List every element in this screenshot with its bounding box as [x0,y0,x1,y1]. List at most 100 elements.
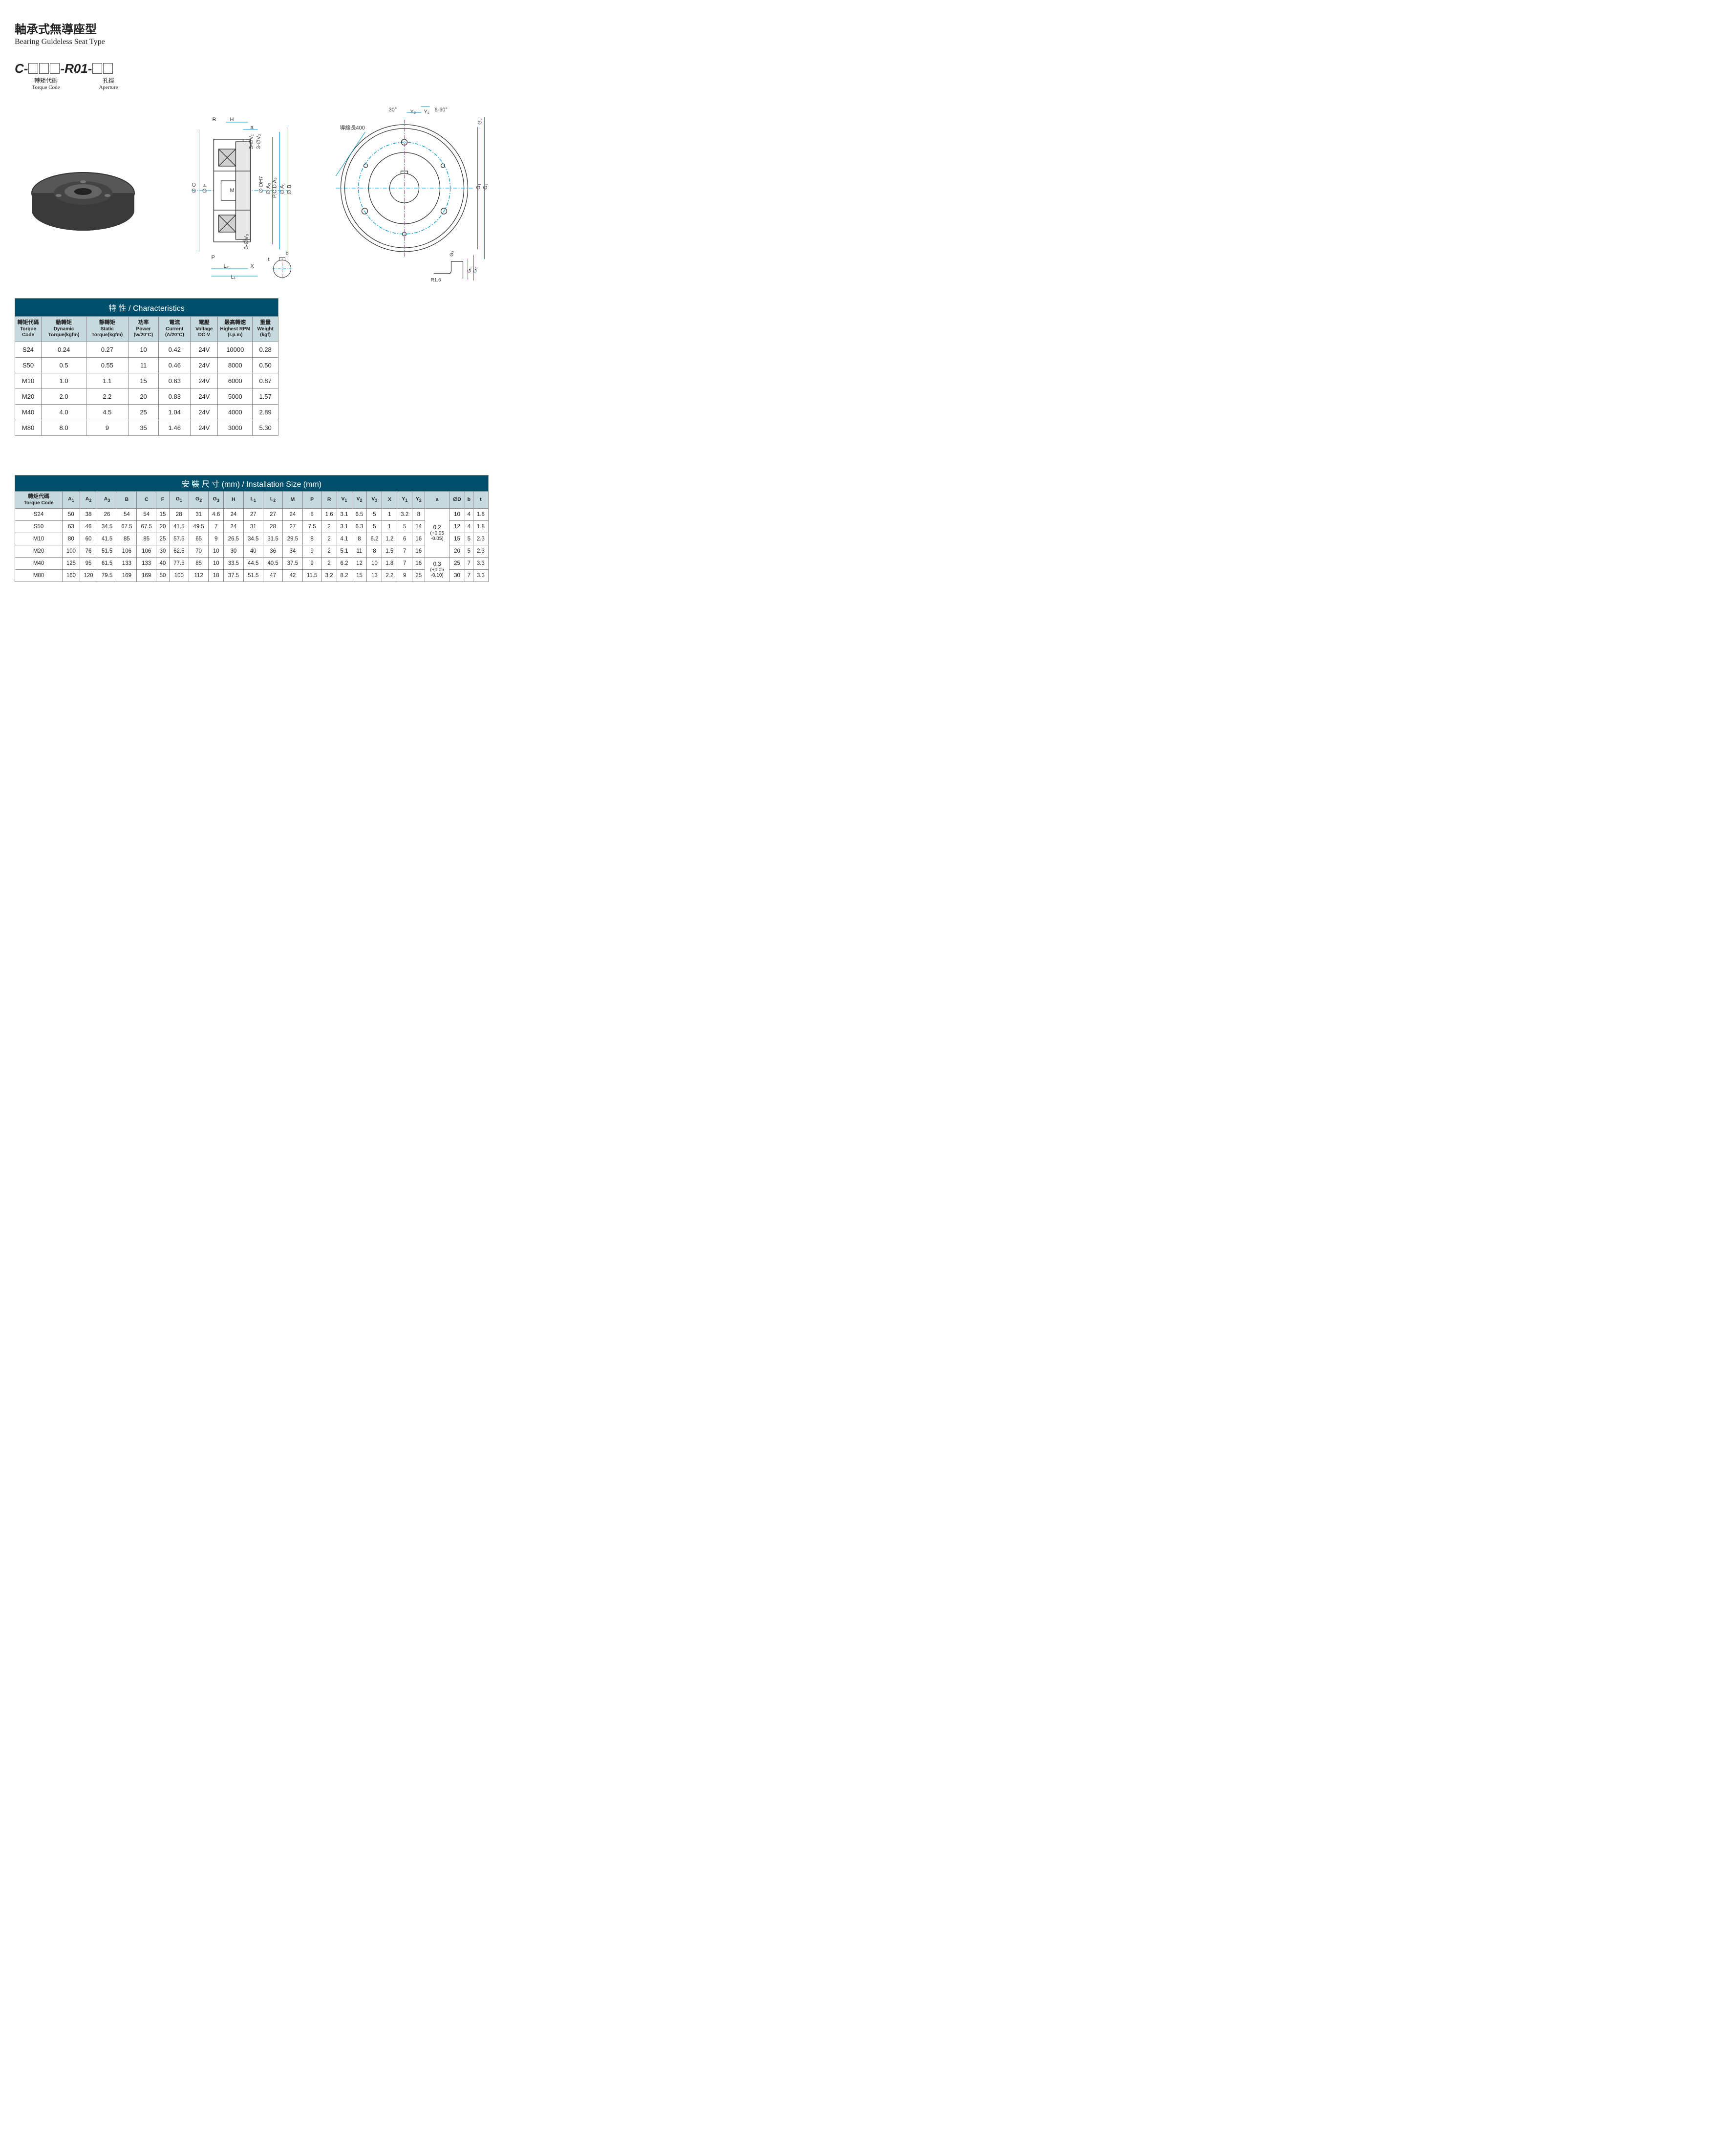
svg-text:R1.6: R1.6 [431,278,442,283]
inst-header: C [137,491,156,508]
char-cell: M10 [15,373,42,388]
inst-cell: 42 [283,570,302,582]
inst-cell: 9 [302,558,321,570]
char-cell: 24V [191,357,218,373]
inst-cell: 85 [117,533,136,545]
inst-cell: 1.2 [382,533,397,545]
inst-header: G3 [209,491,224,508]
inst-cell: 85 [137,533,156,545]
inst-cell: 28 [169,509,189,521]
svg-text:3-∅V₃: 3-∅V₃ [244,234,250,249]
inst-cell: 27 [243,509,263,521]
figure-row: RH a ∅ C ∅ F M ∅ DH7 ∅ A₃ P.C.D A₂ ∅ A₁ … [15,103,489,283]
inst-cell: 10 [209,558,224,570]
inst-cell: 120 [80,570,97,582]
inst-cell: 51.5 [97,545,117,558]
inst-cell: 6.3 [352,521,367,533]
char-cell: 5.30 [253,420,278,435]
svg-text:∅ C: ∅ C [192,183,197,193]
inst-cell: 50 [156,570,169,582]
char-cell: 1.46 [159,420,191,435]
char-cell: 15 [128,373,159,388]
char-cell: M80 [15,420,42,435]
char-header: 靜轉矩Static Torque(kgfm) [86,317,128,342]
inst-cell: 20 [156,521,169,533]
svg-text:Y₁: Y₁ [424,109,429,115]
inst-cell: 160 [63,570,80,582]
inst-cell: 62.5 [169,545,189,558]
inst-cell: S24 [15,509,63,521]
inst-cell: 6.2 [367,533,382,545]
inst-cell: 7 [397,558,412,570]
inst-cell: 18 [209,570,224,582]
char-cell: M40 [15,404,42,420]
char-cell: 0.87 [253,373,278,388]
char-cell: 0.50 [253,357,278,373]
inst-cell: 36 [263,545,282,558]
torque-boxes [28,61,60,74]
inst-cell: 24 [224,521,243,533]
inst-cell: 46 [80,521,97,533]
inst-cell: 41.5 [97,533,117,545]
svg-text:P: P [212,255,215,260]
inst-header: A1 [63,491,80,508]
svg-text:3-∅V₂: 3-∅V₂ [256,134,262,149]
inst-cell: 31.5 [263,533,282,545]
inst-cell: 5 [367,509,382,521]
product-photo [15,139,151,247]
svg-text:L₂: L₂ [224,263,229,269]
inst-cell: 11.5 [302,570,321,582]
char-cell: 24V [191,404,218,420]
inst-cell: 1.8 [473,509,488,521]
inst-cell: 4.6 [209,509,224,521]
inst-cell: 2 [321,545,337,558]
char-cell: 1.04 [159,404,191,420]
inst-cell: 54 [117,509,136,521]
inst-cell: 2 [321,521,337,533]
inst-cell: 3.3 [473,558,488,570]
inst-cell: 3.2 [321,570,337,582]
inst-cell: 100 [169,570,189,582]
char-cell: 0.28 [253,342,278,357]
inst-cell: 133 [137,558,156,570]
char-cell: 8000 [218,357,253,373]
inst-cell: 27 [263,509,282,521]
inst-cell: 40 [243,545,263,558]
svg-text:b: b [286,251,289,257]
inst-header: B [117,491,136,508]
inst-cell: 41.5 [169,521,189,533]
char-header: 電流Current (A/20°C) [159,317,191,342]
svg-text:G₂: G₂ [473,267,478,273]
inst-cell: 95 [80,558,97,570]
inst-cell: 26.5 [224,533,243,545]
inst-header: M [283,491,302,508]
char-cell: S24 [15,342,42,357]
inst-cell: 1 [382,509,397,521]
inst-cell: 15 [156,509,169,521]
inst-cell: 9 [302,545,321,558]
inst-cell: 51.5 [243,570,263,582]
inst-header: G2 [189,491,208,508]
inst-cell: 44.5 [243,558,263,570]
aperture-label-cn: 孔徑 [103,76,114,85]
char-cell: 5000 [218,388,253,404]
char-cell: 24V [191,342,218,357]
inst-cell: 50 [63,509,80,521]
inst-cell: 47 [263,570,282,582]
inst-cell: 5.1 [337,545,352,558]
inst-cell: 106 [117,545,136,558]
inst-cell: 10 [209,545,224,558]
svg-text:G₃: G₃ [449,251,455,257]
inst-cell: 5 [367,521,382,533]
char-cell: 0.83 [159,388,191,404]
inst-cell: 2.3 [473,545,488,558]
svg-text:Y₂: Y₂ [410,109,416,115]
inst-cell: M10 [15,533,63,545]
inst-cell: 10 [449,509,465,521]
char-cell: 2.0 [42,388,86,404]
inst-cell: 7 [465,570,473,582]
inst-cell: 5 [465,533,473,545]
inst-cell: 1 [382,521,397,533]
char-cell: 11 [128,357,159,373]
inst-cell: 29.5 [283,533,302,545]
